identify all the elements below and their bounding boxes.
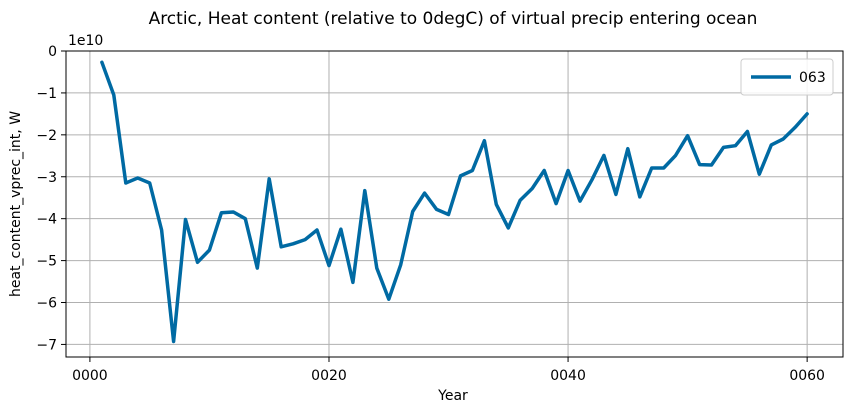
y-tick-label: −5	[36, 254, 57, 270]
series-layer	[100, 60, 809, 344]
chart-title: Arctic, Heat content (relative to 0degC)…	[149, 9, 758, 29]
x-axis-label: Year	[437, 388, 468, 404]
x-tick-label: 0020	[311, 368, 347, 384]
plot-area	[65, 50, 844, 358]
grid-lines	[66, 50, 843, 357]
legend: 063	[740, 58, 834, 96]
y-tick-label: 0	[48, 44, 57, 60]
x-axis: 0000 0020 0040 0060	[72, 357, 825, 384]
y-tick-label: −6	[36, 296, 57, 312]
y-tick-label: −3	[36, 170, 57, 186]
y-axis: 0 −1 −2 −3 −4 −5 −6 −7	[36, 44, 66, 353]
y-tick-label: −4	[36, 212, 57, 228]
y-tick-label: −2	[36, 128, 57, 144]
series-line-063	[100, 60, 809, 344]
x-tick-label: 0000	[72, 368, 108, 384]
legend-label: 063	[799, 70, 826, 86]
x-tick-label: 0060	[789, 368, 825, 384]
y-tick-label: −1	[36, 86, 57, 102]
y-tick-label: −7	[36, 337, 57, 353]
x-tick-label: 0040	[550, 368, 586, 384]
y-axis-offset-text: 1e10	[68, 33, 103, 49]
y-axis-label: heat_content_vprec_int, W	[8, 111, 24, 297]
